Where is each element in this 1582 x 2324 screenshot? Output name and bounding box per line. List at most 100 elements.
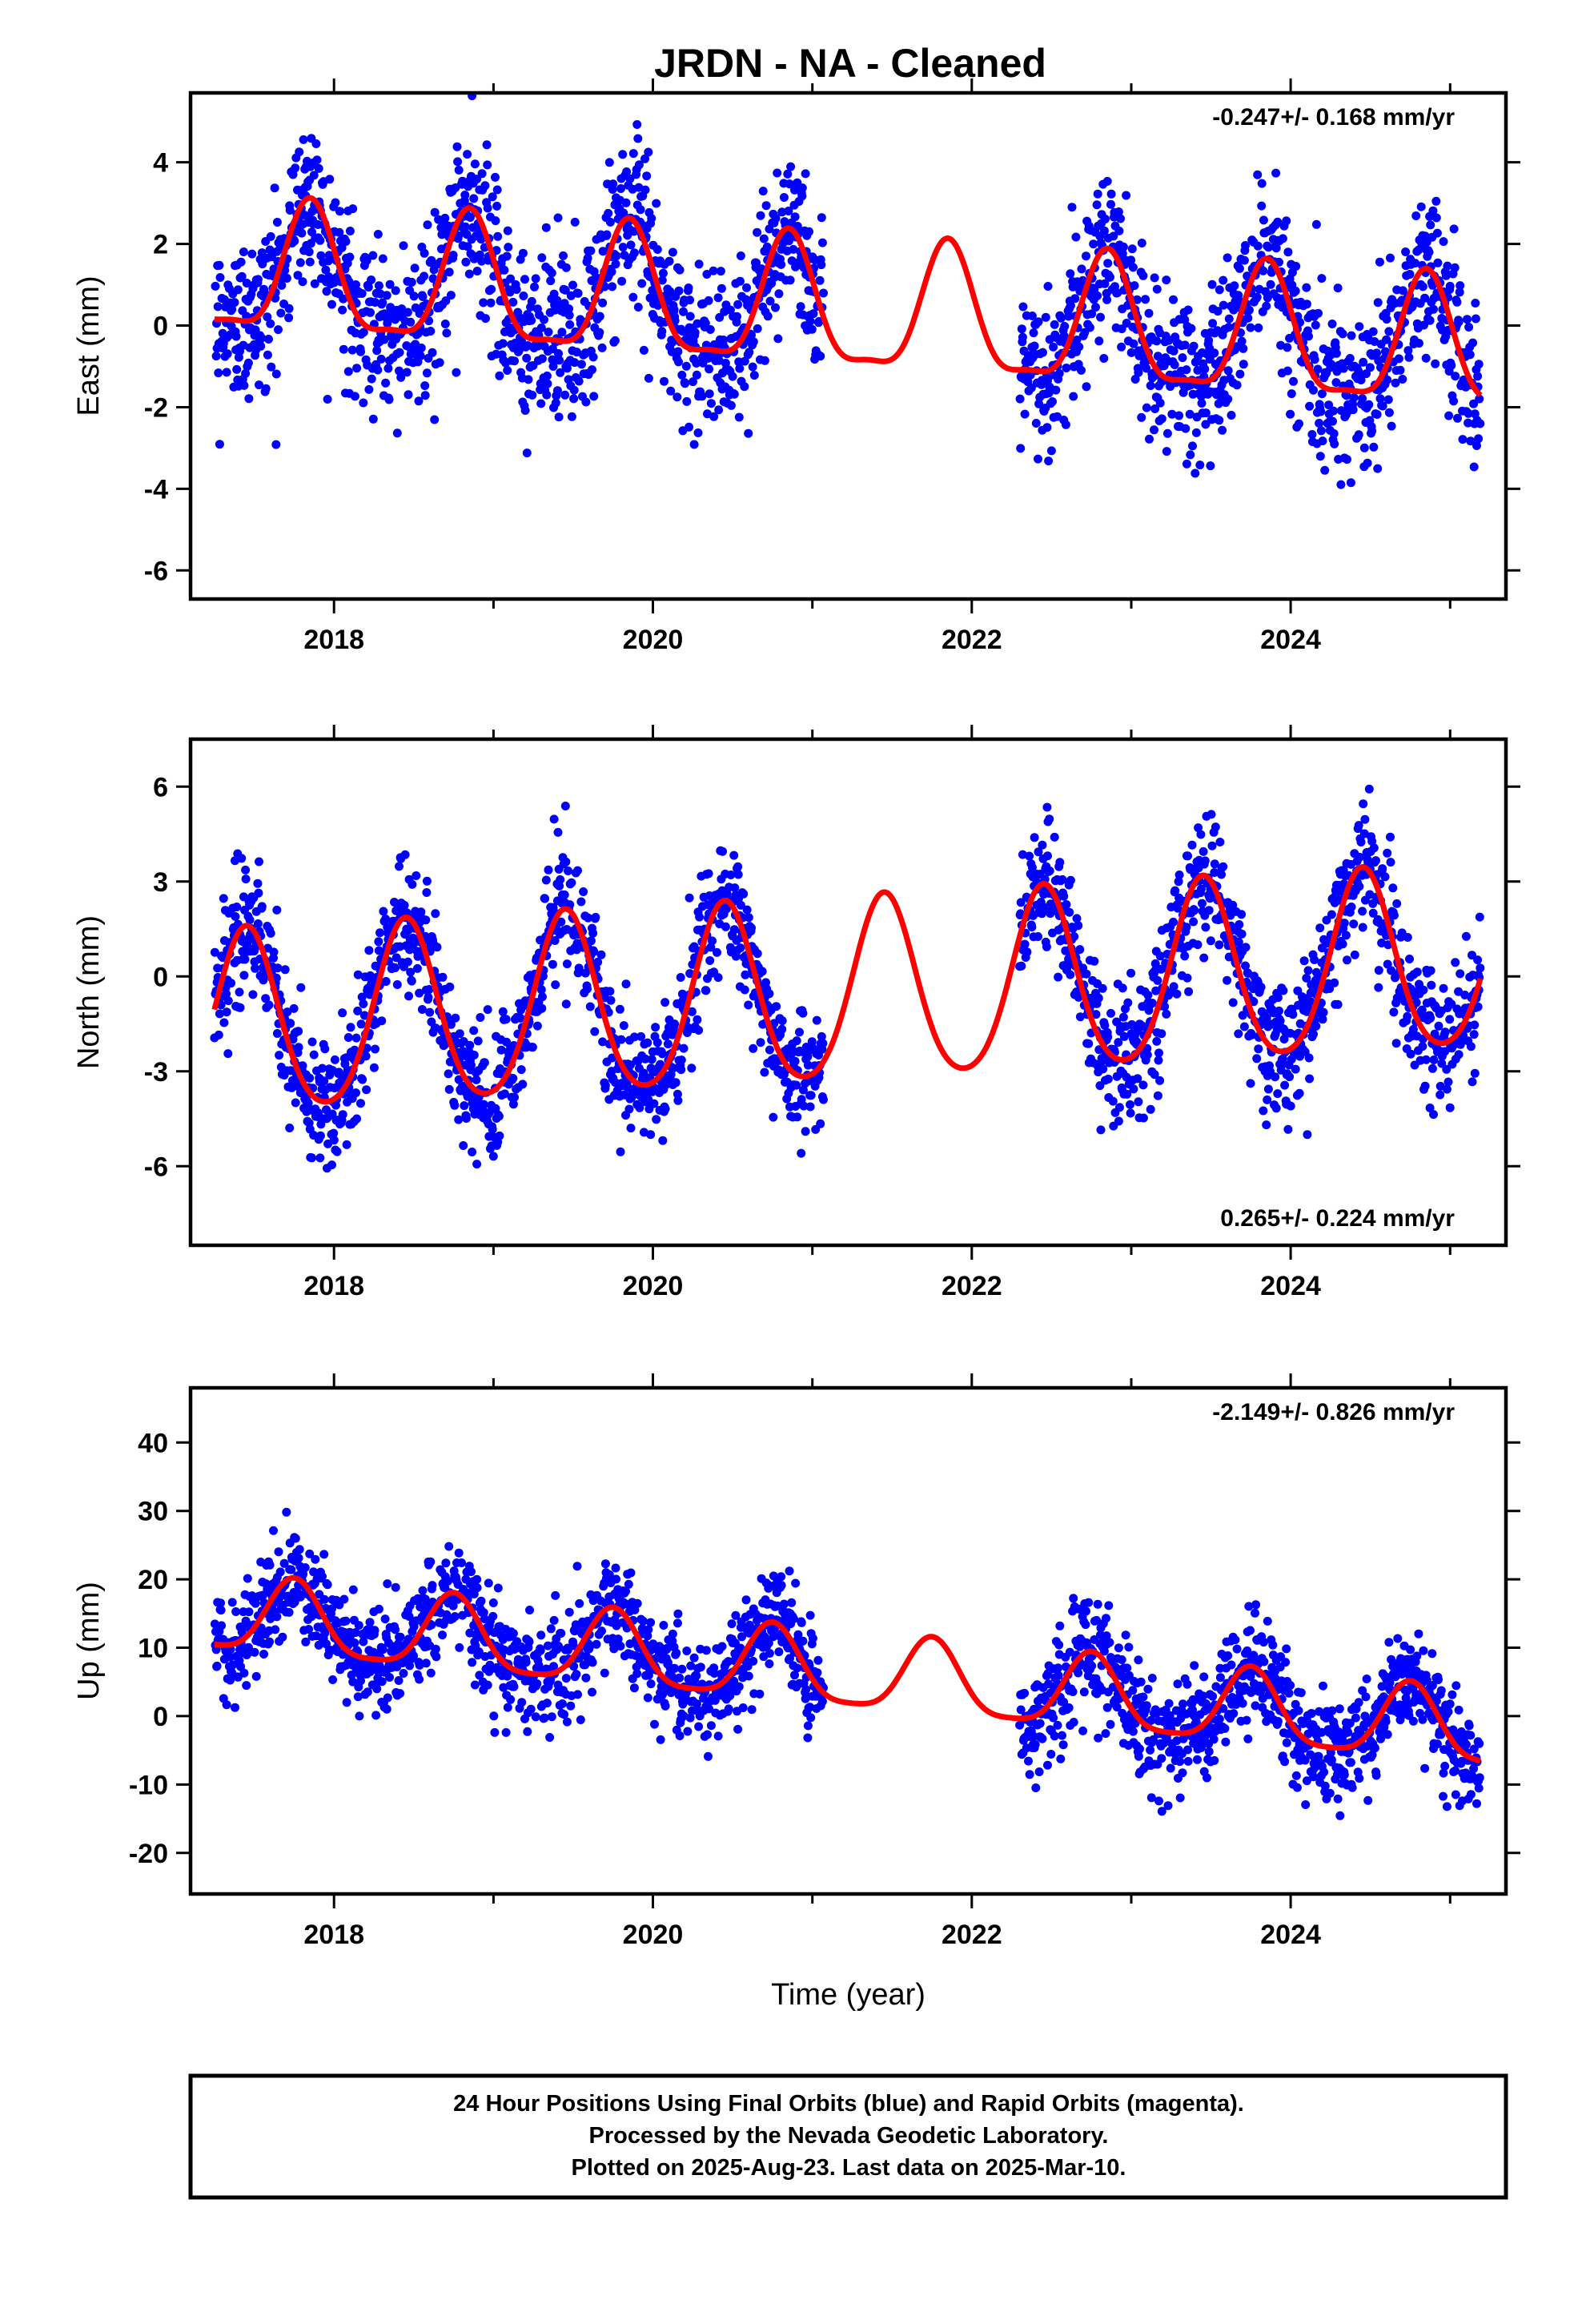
data-point bbox=[450, 1612, 460, 1621]
data-point bbox=[1223, 253, 1232, 263]
data-point bbox=[1169, 346, 1178, 356]
data-point bbox=[217, 1621, 227, 1630]
data-point bbox=[1074, 342, 1084, 352]
data-point bbox=[356, 1019, 366, 1029]
data-point bbox=[1368, 908, 1378, 918]
data-point bbox=[1359, 357, 1368, 367]
data-point bbox=[1262, 1013, 1271, 1023]
data-point bbox=[574, 376, 584, 386]
data-point bbox=[361, 1051, 371, 1061]
data-point bbox=[584, 913, 593, 923]
data-point bbox=[219, 894, 228, 903]
data-point bbox=[1384, 327, 1394, 336]
data-point bbox=[315, 235, 325, 245]
data-point bbox=[272, 218, 282, 227]
data-point bbox=[624, 1104, 634, 1114]
y-tick-label: -6 bbox=[144, 1152, 168, 1182]
data-point bbox=[668, 247, 677, 257]
data-point bbox=[1425, 1104, 1435, 1112]
data-point bbox=[1099, 354, 1109, 363]
data-point bbox=[555, 356, 564, 365]
data-point bbox=[424, 992, 433, 1002]
data-point bbox=[243, 358, 253, 368]
data-point bbox=[669, 1063, 678, 1073]
data-point bbox=[407, 277, 416, 287]
data-point bbox=[679, 1043, 689, 1053]
data-point bbox=[1408, 1024, 1418, 1034]
data-point bbox=[636, 1031, 646, 1041]
data-point bbox=[1189, 341, 1199, 351]
data-point bbox=[1303, 966, 1313, 975]
data-point bbox=[368, 414, 378, 424]
data-point bbox=[263, 312, 272, 322]
data-point bbox=[1427, 280, 1437, 290]
data-point bbox=[1219, 862, 1228, 871]
data-point bbox=[379, 907, 388, 916]
data-point bbox=[1045, 814, 1054, 824]
data-point bbox=[656, 1059, 665, 1069]
data-point bbox=[1416, 202, 1426, 211]
data-point bbox=[253, 275, 263, 284]
data-point bbox=[251, 1598, 260, 1608]
data-point bbox=[463, 150, 472, 159]
data-point bbox=[1315, 923, 1325, 933]
data-point bbox=[293, 271, 303, 280]
data-point bbox=[236, 257, 246, 267]
data-point bbox=[363, 1687, 372, 1697]
data-point bbox=[629, 248, 639, 258]
data-point bbox=[1421, 1055, 1431, 1064]
data-point bbox=[266, 231, 275, 241]
data-point bbox=[693, 319, 702, 328]
data-point bbox=[230, 298, 239, 308]
data-point bbox=[409, 1651, 418, 1661]
y-tick-label: -6 bbox=[144, 556, 168, 586]
data-point bbox=[417, 1005, 427, 1014]
data-point bbox=[548, 362, 558, 371]
data-point bbox=[469, 1026, 479, 1035]
data-point bbox=[403, 308, 412, 317]
data-point bbox=[1447, 360, 1456, 370]
data-point bbox=[528, 1043, 537, 1052]
data-point bbox=[748, 362, 757, 372]
data-point bbox=[284, 1607, 294, 1617]
data-point bbox=[1372, 348, 1382, 358]
data-point bbox=[359, 398, 368, 408]
data-point bbox=[805, 1102, 815, 1112]
data-point bbox=[564, 304, 574, 314]
data-point bbox=[524, 375, 533, 384]
data-point bbox=[544, 865, 553, 875]
data-point bbox=[1067, 203, 1077, 212]
data-point bbox=[676, 973, 685, 982]
data-point bbox=[1239, 360, 1248, 369]
data-point bbox=[739, 889, 749, 899]
data-point bbox=[527, 296, 536, 306]
data-point bbox=[472, 1583, 482, 1593]
data-point bbox=[1473, 1002, 1483, 1011]
data-point bbox=[542, 390, 552, 400]
data-point bbox=[1193, 365, 1203, 375]
data-point bbox=[413, 951, 423, 961]
data-point bbox=[454, 1548, 464, 1558]
y-axis-label: North (mm) bbox=[72, 915, 106, 1069]
data-point bbox=[394, 1676, 404, 1685]
data-point bbox=[359, 999, 368, 1008]
data-point bbox=[1141, 295, 1150, 304]
data-point bbox=[790, 212, 800, 222]
data-point bbox=[426, 1557, 436, 1566]
data-point bbox=[486, 298, 496, 308]
data-point bbox=[1215, 416, 1224, 425]
data-point bbox=[1368, 899, 1378, 908]
data-point bbox=[1084, 1039, 1094, 1048]
data-point bbox=[501, 1015, 511, 1024]
data-point bbox=[598, 247, 608, 256]
data-point bbox=[1103, 259, 1113, 268]
data-point bbox=[1155, 951, 1165, 961]
data-point bbox=[1364, 784, 1374, 794]
data-point bbox=[1201, 408, 1211, 418]
data-point bbox=[1157, 414, 1166, 424]
data-point bbox=[744, 1000, 753, 1010]
data-point bbox=[374, 937, 383, 947]
data-point bbox=[438, 1630, 447, 1640]
data-point bbox=[706, 399, 716, 408]
data-point bbox=[709, 412, 719, 421]
